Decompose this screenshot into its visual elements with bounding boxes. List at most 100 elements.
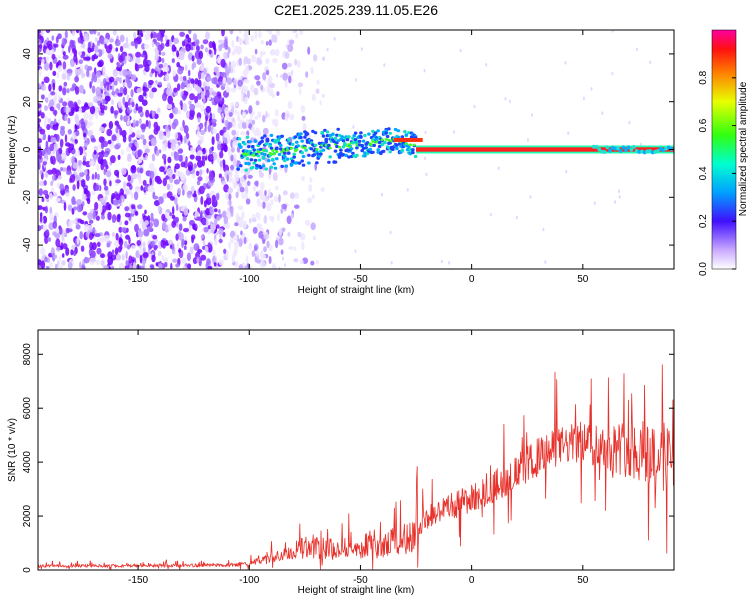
heatmap-noise-cell [185,34,190,39]
heatmap-noise-cell [38,43,43,49]
heatmap-noise-cell [138,265,141,269]
heatmap-noise-cell [121,227,127,233]
heatmap-noise-cell [152,82,157,87]
heatmap-noise-cell [256,80,261,86]
heatmap-noise-cell [157,250,162,257]
heatmap-noise-cell [197,176,203,182]
heatmap-noise-cell [149,264,155,269]
heatmap-noise-cell [97,31,101,37]
heatmap-noise-cell [134,211,139,216]
heatmap-faint-cell [425,172,428,177]
heatmap-signal-cell [304,148,309,152]
heatmap-noise-cell [62,87,67,96]
heatmap-noise-cell [46,40,53,46]
heatmap-noise-cell [244,265,249,269]
heatmap-noise-cell [238,37,243,43]
heatmap-noise-cell [103,168,107,176]
heatmap-noise-cell [66,68,73,74]
heatmap-noise-cell [233,173,240,182]
heatmap-signal-cell [360,143,365,148]
heatmap-noise-cell [83,33,89,42]
heatmap-noise-cell [223,215,228,225]
heatmap-noise-cell [208,49,212,55]
heatmap-noise-cell [95,111,98,119]
heatmap-noise-cell [181,257,187,265]
heatmap-signal-cell [328,155,333,159]
heatmap-signal-cell [253,139,258,143]
heatmap-noise-cell [175,263,180,268]
heatmap-faint-cell [326,47,329,52]
heatmap-signal-cell [333,136,338,140]
heatmap-faint-cell [618,195,621,199]
heatmap-faint-cell [284,263,286,267]
heatmap-noise-cell [94,233,101,238]
heatmap-noise-cell [44,97,49,103]
heatmap-noise-cell [132,119,136,129]
heatmap-noise-cell [165,124,169,133]
heatmap-noise-cell [57,65,63,73]
heatmap-noise-cell [96,40,101,46]
heatmap-noise-cell [256,223,263,230]
heatmap-noise-cell [281,203,288,210]
heatmap-signal-cell [594,144,599,149]
heatmap-noise-cell [78,107,82,114]
heatmap-noise-cell [141,30,146,33]
heatmap-faint-cell [635,47,638,52]
heatmap-noise-cell [50,91,56,96]
heatmap-signal-cell [412,143,416,147]
heatmap-noise-cell [231,105,235,112]
heatmap-noise-cell [124,212,131,218]
heatmap-noise-cell [202,218,206,226]
heatmap-noise-cell [99,102,103,110]
heatmap-faint-cell [504,97,507,101]
heatmap-noise-cell [39,169,43,176]
heatmap-noise-cell [167,156,172,164]
heatmap-noise-cell [272,172,278,182]
heatmap-noise-cell [310,222,316,231]
heatmap-noise-cell [150,137,157,147]
heatmap-noise-cell [167,223,172,231]
heatmap-noise-cell [91,173,95,180]
heatmap-noise-cell [162,153,167,160]
heatmap-noise-cell [218,238,223,244]
heatmap-noise-cell [137,157,141,165]
heatmap-noise-cell [67,100,74,109]
heatmap-noise-cell [46,123,51,131]
heatmap-noise-cell [111,90,116,96]
heatmap-noise-cell [67,204,73,212]
heatmap-noise-cell [85,56,91,61]
heatmap-noise-cell [116,133,120,143]
heatmap-noise-cell [197,117,201,123]
heatmap-noise-cell [128,134,132,143]
heatmap-noise-cell [200,44,204,50]
heatmap-noise-cell [173,37,180,45]
heatmap-signal-cell [245,135,250,139]
heatmap-signal-cell [413,154,418,159]
heatmap-noise-cell [245,198,251,205]
spectrogram-signal-track [236,127,674,172]
heatmap-noise-cell [94,184,100,191]
heatmap-noise-cell [241,121,247,128]
heatmap-noise-cell [247,90,250,99]
heatmap-signal-cell [355,146,359,150]
heatmap-signal-cell [260,139,265,143]
heatmap-signal-cell [271,149,275,153]
heatmap-noise-cell [42,189,49,196]
heatmap-faint-cell [352,125,355,129]
heatmap-noise-cell [240,192,247,199]
heatmap-noise-cell [178,223,183,231]
heatmap-noise-cell [164,211,169,218]
heatmap-noise-cell [233,78,238,86]
heatmap-noise-cell [43,180,47,186]
heatmap-noise-cell [118,262,125,269]
heatmap-noise-cell [189,246,194,255]
heatmap-noise-cell [171,58,175,64]
heatmap-noise-cell [92,257,96,263]
heatmap-noise-cell [158,263,163,269]
heatmap-noise-cell [249,217,252,224]
heatmap-signal-cell [243,154,247,158]
heatmap-noise-cell [41,197,45,203]
heatmap-signal-cell [301,163,306,167]
heatmap-noise-cell [133,191,139,201]
heatmap-noise-cell [102,99,107,105]
